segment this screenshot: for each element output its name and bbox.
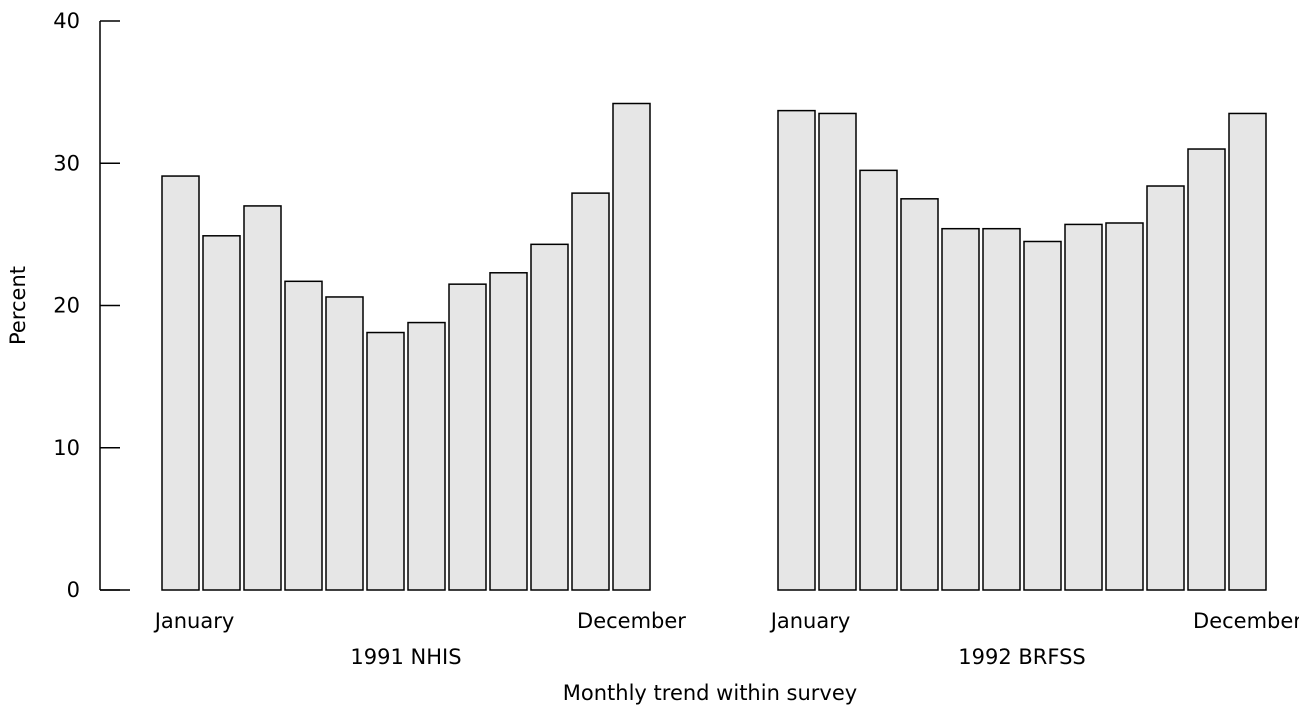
- month-label-december: December: [577, 609, 686, 633]
- month-label-january: January: [153, 609, 235, 633]
- y-tick-label: 30: [53, 151, 80, 175]
- y-axis-title: Percent: [6, 266, 30, 345]
- bar: [530, 243, 569, 591]
- bar: [1187, 148, 1226, 591]
- y-tick-label: 40: [53, 9, 80, 33]
- x-axis-labels: January December 1991 NHIS January December 1…: [153, 609, 1299, 669]
- bar: [202, 235, 241, 591]
- bar: [1064, 223, 1103, 591]
- group-label: 1992 BRFSS: [958, 645, 1086, 669]
- bar: [982, 227, 1021, 591]
- bar: [941, 227, 980, 591]
- bar: [571, 192, 610, 591]
- y-axis: 0 10 20 30 40: [53, 9, 130, 602]
- bar: [243, 205, 282, 591]
- bar: [366, 331, 405, 591]
- bar: [1228, 112, 1267, 591]
- bar: [1023, 240, 1062, 591]
- y-tick-label: 10: [53, 436, 80, 460]
- bars: [161, 102, 1267, 591]
- bar: [284, 280, 323, 591]
- bar: [859, 169, 898, 591]
- y-tick-label: 0: [67, 578, 80, 602]
- bar: [448, 283, 487, 591]
- bar: [489, 272, 528, 591]
- group-label: 1991 NHIS: [350, 645, 461, 669]
- bar: [407, 321, 446, 591]
- month-label-january: January: [769, 609, 851, 633]
- bar: [1105, 222, 1144, 591]
- bar: [900, 198, 939, 591]
- bar: [1146, 185, 1185, 591]
- x-axis-title: Monthly trend within survey: [563, 681, 857, 705]
- month-label-december: December: [1193, 609, 1299, 633]
- bar: [161, 175, 200, 591]
- bar: [325, 296, 364, 591]
- bar: [777, 109, 816, 591]
- y-tick-label: 20: [53, 294, 80, 318]
- bar: [818, 112, 857, 591]
- bar: [612, 102, 651, 591]
